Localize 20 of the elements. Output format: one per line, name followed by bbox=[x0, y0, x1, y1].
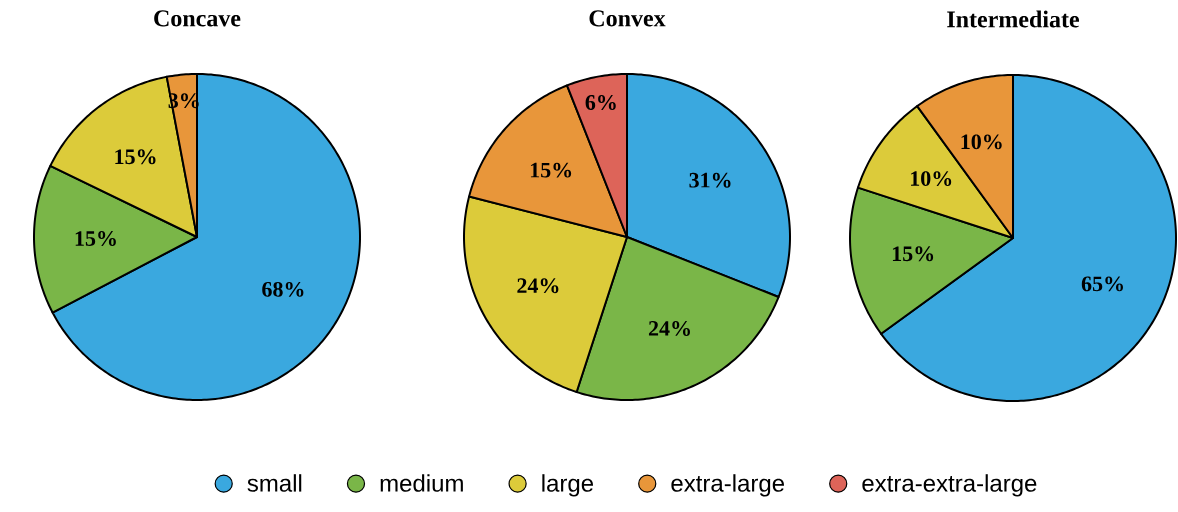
legend-label: large bbox=[542, 474, 594, 497]
data-label: 15% bbox=[75, 231, 116, 247]
data-label: 31% bbox=[689, 172, 731, 188]
data-label: 15% bbox=[892, 246, 934, 262]
data-label: 10% bbox=[911, 171, 952, 187]
data-label: 6% bbox=[585, 95, 616, 110]
legend-label: medium bbox=[380, 474, 463, 492]
chart-title: Convex bbox=[589, 10, 666, 27]
data-label: 10% bbox=[961, 134, 1002, 150]
data-label: 65% bbox=[1081, 276, 1123, 292]
data-label: 15% bbox=[115, 149, 156, 165]
data-label: 24% bbox=[648, 320, 690, 336]
data-label: 15% bbox=[530, 162, 572, 178]
data-label: 24% bbox=[517, 278, 559, 294]
data-label: 68% bbox=[262, 281, 304, 297]
chart-title: Intermediate bbox=[947, 10, 1080, 28]
legend-label: extra-extra-large bbox=[862, 474, 1037, 497]
chart-title: Concave bbox=[154, 10, 241, 27]
legend-label: extra-large bbox=[671, 474, 785, 497]
legend-label: small bbox=[247, 474, 302, 492]
